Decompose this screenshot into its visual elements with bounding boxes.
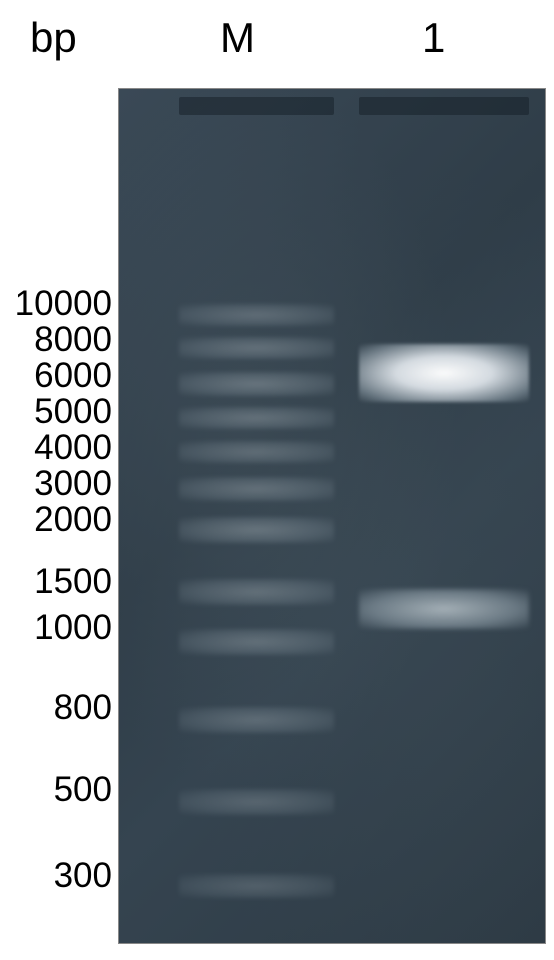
size-label: 4000 xyxy=(34,430,112,465)
ladder-band xyxy=(179,304,334,326)
marker-well xyxy=(179,97,334,115)
sample-lane-1 xyxy=(359,89,529,943)
size-label: 3000 xyxy=(34,466,112,501)
gel-image xyxy=(118,88,546,944)
ladder-band xyxy=(179,789,334,815)
ladder-band xyxy=(179,477,334,501)
ladder-band xyxy=(179,517,334,543)
ladder-band xyxy=(179,707,334,733)
ladder-band xyxy=(179,441,334,463)
size-label: 8000 xyxy=(34,322,112,357)
size-label: 10000 xyxy=(15,286,112,321)
gel-figure-container: bp M 1 100008000600050004000300020001500… xyxy=(0,0,554,960)
ladder-band xyxy=(179,407,334,429)
size-label: 6000 xyxy=(34,358,112,393)
lane1-header: 1 xyxy=(422,14,445,62)
sample-band xyxy=(359,589,529,629)
size-label: 300 xyxy=(54,858,112,893)
sample-well xyxy=(359,97,529,115)
marker-lane xyxy=(179,89,334,943)
ladder-band xyxy=(179,629,334,655)
size-label: 1000 xyxy=(34,610,112,645)
ladder-band xyxy=(179,372,334,396)
size-labels-column: 10000800060005000400030002000 1500 1000 800… xyxy=(0,88,118,944)
size-label: 800 xyxy=(54,690,112,725)
header-labels: bp M 1 xyxy=(0,0,554,80)
size-label: 5000 xyxy=(34,394,112,429)
ladder-band xyxy=(179,337,334,359)
size-label: 500 xyxy=(54,772,112,807)
sample-band xyxy=(359,344,529,402)
ladder-band xyxy=(179,874,334,898)
size-label: 2000 xyxy=(34,502,112,537)
ladder-band xyxy=(179,579,334,605)
marker-lane-header: M xyxy=(220,14,255,62)
size-label: 1500 xyxy=(34,564,112,599)
bp-header-label: bp xyxy=(30,14,77,62)
